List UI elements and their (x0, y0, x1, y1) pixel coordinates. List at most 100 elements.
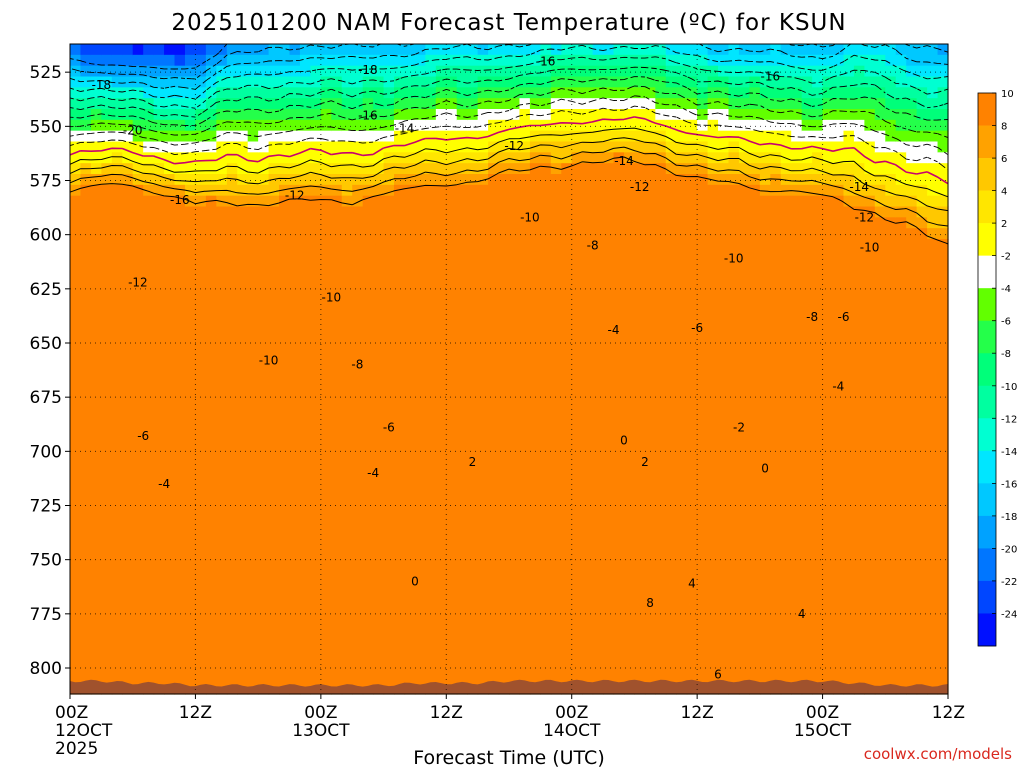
temperature-cell (299, 195, 311, 695)
temperature-cell (780, 87, 792, 99)
temperature-cell (258, 119, 270, 132)
temperature-cell (80, 44, 92, 56)
temperature-cell (843, 54, 855, 78)
temperature-cell (362, 65, 374, 78)
temperature-cell (435, 184, 447, 695)
contour-line (69, 66, 949, 118)
temperature-cell (237, 76, 249, 88)
temperature-cell (446, 163, 458, 175)
colorbar-swatch (978, 125, 996, 159)
temperature-cell (895, 130, 907, 143)
temperature-cell (174, 109, 186, 121)
temperature-cell (770, 87, 782, 99)
temperature-cell (268, 44, 280, 67)
temperature-cell (404, 87, 416, 99)
temperature-cell (143, 98, 155, 110)
temperature-cell (676, 54, 688, 67)
temperature-cell (498, 141, 510, 153)
temperature-cell (164, 174, 176, 186)
temperature-cell (90, 65, 102, 78)
temperature-cell (519, 44, 531, 56)
temperature-cell (770, 130, 782, 153)
temperature-cell (258, 195, 270, 208)
temperature-cell (801, 174, 813, 186)
temperature-cell (80, 141, 92, 164)
temperature-cell (143, 65, 155, 78)
temperature-cell (707, 163, 719, 175)
temperature-cell (279, 130, 291, 143)
temperature-cell (247, 65, 259, 78)
temperature-cell (665, 119, 677, 143)
colorbar-swatch (978, 190, 996, 224)
temperature-cell (435, 163, 447, 175)
temperature-cell (425, 130, 437, 153)
temperature-cell (310, 54, 322, 67)
temperature-cell (153, 87, 165, 99)
temperature-cell (80, 130, 92, 143)
contour-label: -10 (520, 210, 540, 224)
temperature-cell (780, 195, 792, 695)
temperature-cell (895, 184, 907, 197)
temperature-cell (738, 184, 750, 695)
temperature-cell (341, 98, 353, 110)
contour-line (69, 56, 949, 109)
temperature-cell (205, 87, 217, 99)
contour-line (69, 95, 949, 156)
temperature-cell (456, 65, 468, 88)
temperature-cell (467, 65, 479, 88)
temperature-cell (592, 152, 604, 164)
temperature-cell (509, 98, 521, 110)
temperature-cell (895, 217, 907, 695)
temperature-cell (310, 65, 322, 88)
temperature-cell (686, 152, 698, 164)
temperature-cell (550, 98, 562, 110)
chart-title: 2025101200 NAM Forecast Temperature (ºC)… (171, 10, 846, 36)
temperature-cell (571, 65, 583, 78)
temperature-cell (843, 195, 855, 208)
temperature-cell (655, 98, 667, 110)
temperature-cell (247, 141, 259, 153)
temperature-cell (707, 184, 719, 695)
temperature-cell (509, 76, 521, 88)
colorbar-swatch (978, 385, 996, 419)
credit-text: coolwx.com/models (864, 745, 1012, 763)
temperature-cell (791, 87, 803, 99)
temperature-cell (404, 152, 416, 164)
temperature-cell (874, 206, 886, 218)
contour-label: -4 (832, 379, 844, 393)
temperature-cell (320, 65, 332, 78)
temperature-cell (519, 65, 531, 78)
temperature-cell (561, 98, 573, 110)
temperature-cell (320, 109, 332, 132)
temperature-cell (561, 141, 573, 164)
temperature-cell (937, 130, 949, 153)
temperature-cell (352, 163, 364, 175)
temperature-cell (279, 98, 291, 110)
temperature-cell (446, 87, 458, 99)
contour-label: -8 (351, 358, 363, 372)
temperature-cell (571, 130, 583, 143)
temperature-cell (362, 44, 374, 56)
temperature-cell (184, 152, 197, 175)
contour-label: -16 (760, 70, 780, 84)
temperature-cell (425, 109, 437, 121)
temperature-cell (237, 184, 249, 197)
temperature-cell (153, 119, 165, 132)
temperature-cell (279, 174, 291, 186)
temperature-cell (927, 130, 939, 143)
temperature-cell (613, 54, 625, 67)
temperature-cell (394, 174, 406, 186)
temperature-cell (383, 152, 395, 164)
temperature-cell (738, 119, 750, 132)
temperature-cell (718, 54, 730, 67)
temperature-cell (132, 141, 144, 164)
contour-label: -14 (849, 180, 869, 194)
contour-label: -2 (733, 421, 745, 435)
temperature-cell (488, 76, 500, 88)
temperature-cell (425, 152, 437, 164)
temperature-cell (738, 44, 750, 56)
temperature-cell (122, 76, 134, 88)
y-tick-label: 775 (30, 605, 62, 625)
colorbar-label: -14 (1001, 447, 1017, 458)
temperature-cell (90, 184, 102, 695)
